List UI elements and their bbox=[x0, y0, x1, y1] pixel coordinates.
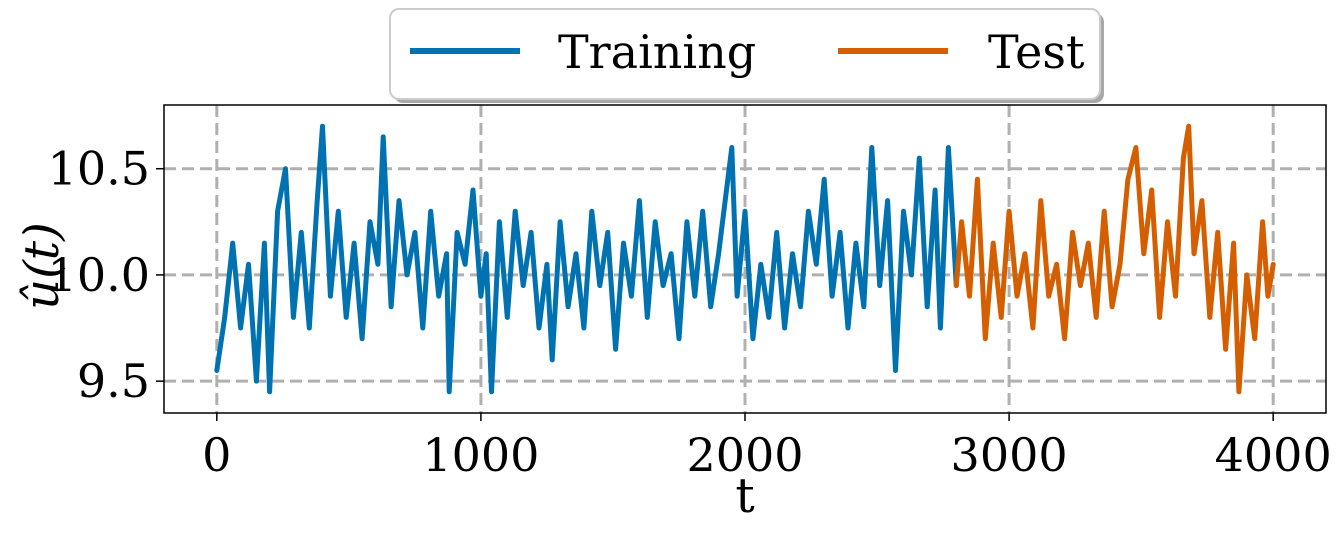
x-tick-label-1: 1000 bbox=[422, 428, 539, 482]
grid bbox=[164, 105, 1326, 413]
x-tick-label-3: 3000 bbox=[951, 428, 1068, 482]
legend-label-training: Training bbox=[558, 25, 756, 79]
x-tick-label-2: 2000 bbox=[686, 428, 803, 482]
x-tick-label-0: 0 bbox=[202, 428, 231, 482]
y-axis-title: û(t) bbox=[14, 222, 70, 310]
legend: Training Test bbox=[389, 8, 1104, 103]
x-axis: 0 1000 2000 3000 4000 bbox=[202, 413, 1332, 482]
y-tick-label-0: 9.5 bbox=[77, 354, 150, 408]
legend-label-test: Test bbox=[988, 25, 1085, 79]
x-tick-label-4: 4000 bbox=[1215, 428, 1332, 482]
y-tick-label-2: 10.5 bbox=[48, 142, 150, 196]
legend-frame bbox=[389, 8, 1101, 100]
y-tick-label-1: 10.0 bbox=[48, 248, 150, 302]
series-line-test bbox=[953, 123, 1276, 395]
series-line-training bbox=[214, 123, 959, 395]
y-axis: 9.5 10.0 10.5 bbox=[48, 142, 164, 408]
x-axis-title: t bbox=[735, 468, 754, 524]
series-layer bbox=[214, 123, 1276, 395]
